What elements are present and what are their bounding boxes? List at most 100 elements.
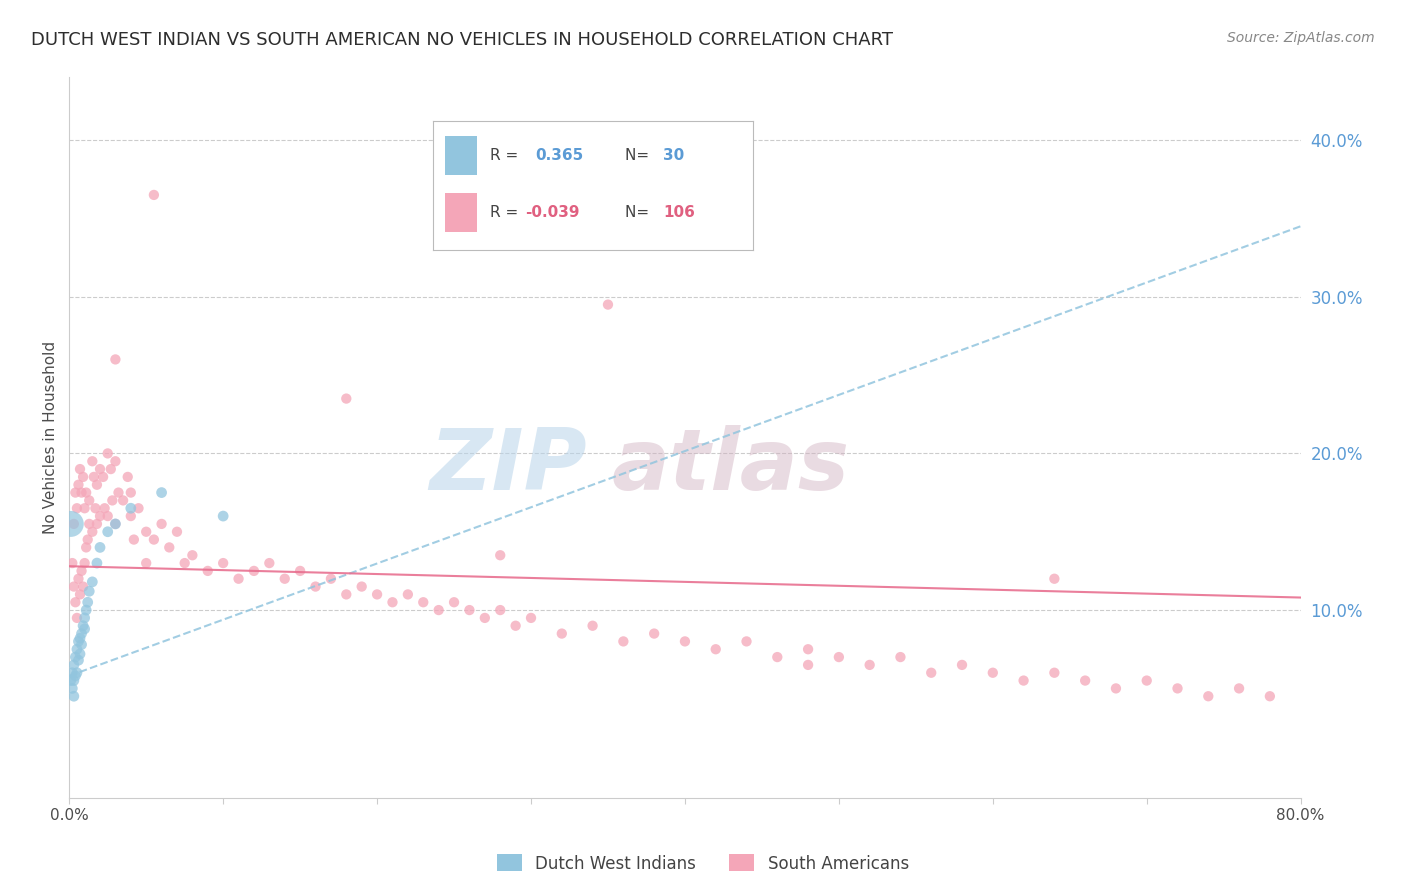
Point [135,524,157,539]
Point [489,548,512,562]
Point [1166,681,1188,696]
Point [581,619,603,633]
Point [76,595,98,609]
Text: Source: ZipAtlas.com: Source: ZipAtlas.com [1227,31,1375,45]
Point [100,462,122,476]
Point [75,603,97,617]
Point [73,501,96,516]
Point [950,657,973,672]
Point [63,673,86,688]
Point [70,638,93,652]
Point [1043,665,1066,680]
Point [1258,690,1281,704]
Point [69,462,91,476]
Point [73,556,96,570]
Point [157,541,180,555]
Point [596,297,619,311]
Point [551,626,574,640]
Y-axis label: No Vehicles in Household: No Vehicles in Household [44,341,58,534]
Point [59,673,82,688]
Point [212,509,235,524]
Point [228,572,250,586]
Point [63,690,86,704]
Point [112,493,135,508]
Point [65,485,87,500]
Point [489,603,512,617]
Point [60,556,83,570]
Point [77,584,100,599]
Point [84,501,107,516]
Point [104,454,127,468]
Point [150,485,173,500]
Point [75,541,97,555]
Point [73,611,96,625]
Point [427,603,450,617]
Point [704,642,727,657]
Point [69,647,91,661]
Point [443,595,465,609]
Point [120,501,142,516]
Point [67,477,90,491]
Point [304,580,326,594]
Point [67,634,90,648]
Point [243,564,266,578]
Point [70,564,93,578]
Point [366,587,388,601]
Point [76,533,98,547]
Point [120,485,142,500]
Point [97,446,120,460]
Point [120,509,142,524]
Point [104,516,127,531]
Point [83,470,105,484]
Point [82,454,104,468]
Point [86,556,108,570]
Point [319,572,342,586]
Point [67,572,90,586]
Point [766,650,789,665]
Point [142,533,165,547]
Point [91,470,114,484]
Point [150,516,173,531]
Point [735,634,758,648]
Point [66,501,89,516]
Point [65,669,87,683]
Point [89,462,111,476]
Point [1043,572,1066,586]
Point [643,626,665,640]
Point [173,556,195,570]
Point [89,509,111,524]
Point [335,587,357,601]
Point [274,572,297,586]
Point [59,516,82,531]
Point [520,611,543,625]
Point [66,611,89,625]
Point [259,556,281,570]
Point [73,622,96,636]
Point [86,477,108,491]
Point [396,587,419,601]
Point [117,470,139,484]
Point [77,516,100,531]
Point [505,619,527,633]
Point [1197,690,1219,704]
Point [72,470,94,484]
Point [75,485,97,500]
Point [69,587,91,601]
Point [72,619,94,633]
Point [166,524,188,539]
Point [63,580,86,594]
Point [859,657,882,672]
Point [288,564,311,578]
Text: ZIP: ZIP [429,425,586,508]
Point [77,493,100,508]
Point [673,634,696,648]
Point [70,485,93,500]
Point [101,493,124,508]
Point [135,556,157,570]
Point [72,580,94,594]
Point [142,188,165,202]
Text: DUTCH WEST INDIAN VS SOUTH AMERICAN NO VEHICLES IN HOUSEHOLD CORRELATION CHART: DUTCH WEST INDIAN VS SOUTH AMERICAN NO V… [31,31,893,49]
Point [797,642,820,657]
Point [104,516,127,531]
Point [104,352,127,367]
